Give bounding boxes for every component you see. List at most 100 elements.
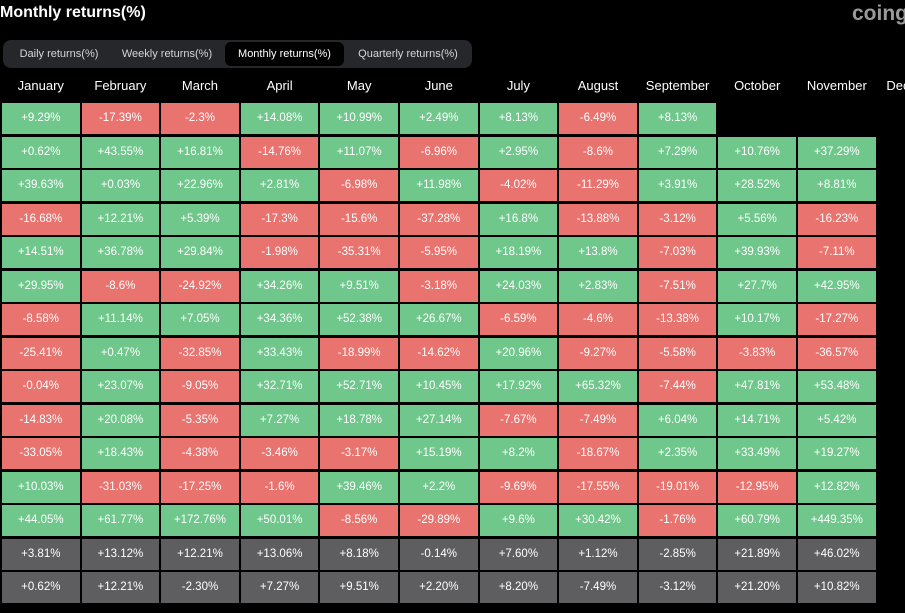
return-cell: +2.35% bbox=[638, 438, 717, 469]
return-cell: -0.04% bbox=[2, 371, 80, 402]
return-cell: -3.46% bbox=[240, 438, 319, 469]
return-cell: +13.8% bbox=[559, 237, 637, 268]
return-cell: -4.38% bbox=[161, 438, 239, 469]
return-cell: +12.21% bbox=[81, 203, 160, 235]
tab[interactable]: Daily returns(%) bbox=[19, 48, 99, 60]
summary-cell: +10.82% bbox=[798, 572, 876, 603]
summary-cell: +1.12% bbox=[559, 538, 637, 570]
return-cell: +3.91% bbox=[638, 170, 717, 201]
return-cell: +11.14% bbox=[81, 304, 160, 335]
summary-cell: +2.20% bbox=[400, 572, 478, 603]
return-cell: -12.95% bbox=[718, 471, 796, 503]
summary-cell: -0.14% bbox=[400, 538, 478, 570]
return-cell: +8.13% bbox=[638, 103, 717, 134]
return-cell: +39.63% bbox=[2, 170, 80, 201]
tab[interactable]: Weekly returns(%) bbox=[121, 48, 213, 60]
return-cell: -17.55% bbox=[559, 471, 637, 503]
column-header: November bbox=[806, 78, 867, 93]
return-cell: +18.19% bbox=[479, 237, 558, 268]
return-cell: +47.81% bbox=[718, 371, 796, 402]
return-cell: +11.07% bbox=[320, 136, 398, 168]
return-cell: +8.81% bbox=[798, 170, 876, 201]
return-cell: +18.78% bbox=[320, 404, 398, 436]
return-cell: +172.76% bbox=[161, 505, 239, 536]
summary-cell: +8.20% bbox=[479, 572, 558, 603]
summary-cell: -7.49% bbox=[559, 572, 637, 603]
summary-cell: -3.12% bbox=[638, 572, 717, 603]
return-cell: -14.83% bbox=[2, 404, 80, 436]
column-header: August bbox=[577, 78, 619, 93]
return-cell: +8.2% bbox=[479, 438, 558, 469]
return-cell: -37.28% bbox=[400, 203, 478, 235]
return-cell: -8.6% bbox=[81, 270, 160, 302]
return-cell: +0.03% bbox=[81, 170, 160, 201]
column-header: June bbox=[424, 78, 453, 93]
return-cell: +16.8% bbox=[479, 203, 558, 235]
return-cell: +39.46% bbox=[320, 471, 398, 503]
return-cell: +22.96% bbox=[161, 170, 239, 201]
return-cell: -1.6% bbox=[240, 471, 319, 503]
return-cell: +15.19% bbox=[400, 438, 478, 469]
return-cell: -19.01% bbox=[638, 471, 717, 503]
return-cell: +52.71% bbox=[320, 371, 398, 402]
return-cell: +19.27% bbox=[798, 438, 876, 469]
summary-cell: +7.27% bbox=[240, 572, 319, 603]
return-cell: +8.13% bbox=[479, 103, 558, 134]
return-cell: +9.51% bbox=[320, 270, 398, 302]
return-cell: -6.98% bbox=[320, 170, 398, 201]
return-cell: +27.7% bbox=[718, 270, 796, 302]
return-cell: +9.29% bbox=[2, 103, 80, 134]
return-cell: +20.08% bbox=[81, 404, 160, 436]
summary-cell: -2.85% bbox=[638, 538, 717, 570]
return-cell: +39.93% bbox=[718, 237, 796, 268]
return-cell: +2.81% bbox=[240, 170, 319, 201]
return-cell: +23.07% bbox=[81, 371, 160, 402]
page-title: Monthly returns(%) bbox=[0, 4, 146, 21]
column-header: February bbox=[94, 78, 147, 93]
tab[interactable]: Quarterly returns(%) bbox=[358, 48, 458, 60]
return-cell: -7.67% bbox=[479, 404, 558, 436]
return-cell: -18.67% bbox=[559, 438, 637, 469]
column-header: July bbox=[506, 78, 530, 93]
return-cell: +14.71% bbox=[718, 404, 796, 436]
return-cell: -36.57% bbox=[798, 337, 876, 369]
return-cell: +5.42% bbox=[798, 404, 876, 436]
return-cell: +0.47% bbox=[81, 337, 160, 369]
column-header: March bbox=[181, 78, 219, 93]
return-cell: +0.62% bbox=[2, 136, 80, 168]
return-cell: -33.05% bbox=[2, 438, 80, 469]
summary-cell: +0.62% bbox=[2, 572, 80, 603]
return-cell: -9.05% bbox=[161, 371, 239, 402]
return-cell: -17.27% bbox=[798, 304, 876, 335]
return-cell: +29.84% bbox=[161, 237, 239, 268]
return-cell: -7.51% bbox=[638, 270, 717, 302]
return-cell: +9.6% bbox=[479, 505, 558, 536]
return-cell: +50.01% bbox=[240, 505, 319, 536]
logo: coing bbox=[852, 2, 905, 25]
return-cell: +5.56% bbox=[718, 203, 796, 235]
return-cell: +10.99% bbox=[320, 103, 398, 134]
return-cell: +33.43% bbox=[240, 337, 319, 369]
return-cell: +5.39% bbox=[161, 203, 239, 235]
tab-bar: Daily returns(%) Weekly returns(%) Monthly… bbox=[3, 40, 472, 68]
return-cell: -7.11% bbox=[798, 237, 876, 268]
return-cell: +34.36% bbox=[240, 304, 319, 335]
return-cell: -25.41% bbox=[2, 337, 80, 369]
column-header: September bbox=[645, 78, 710, 93]
return-cell: +7.29% bbox=[638, 136, 717, 168]
return-cell: +36.78% bbox=[81, 237, 160, 268]
summary-cell: +21.89% bbox=[718, 538, 796, 570]
return-cell: +17.92% bbox=[479, 371, 558, 402]
return-cell: -16.23% bbox=[798, 203, 876, 235]
return-cell: +32.71% bbox=[240, 371, 319, 402]
return-cell: +52.38% bbox=[320, 304, 398, 335]
return-cell: +12.82% bbox=[798, 471, 876, 503]
return-cell: +53.48% bbox=[798, 371, 876, 402]
return-cell: +42.95% bbox=[798, 270, 876, 302]
return-cell: +449.35% bbox=[798, 505, 876, 536]
return-cell: -8.56% bbox=[320, 505, 398, 536]
return-cell: +28.52% bbox=[718, 170, 796, 201]
tab[interactable]: Monthly returns(%) bbox=[225, 42, 344, 66]
return-cell: -5.95% bbox=[400, 237, 478, 268]
return-cell: +2.95% bbox=[479, 136, 558, 168]
